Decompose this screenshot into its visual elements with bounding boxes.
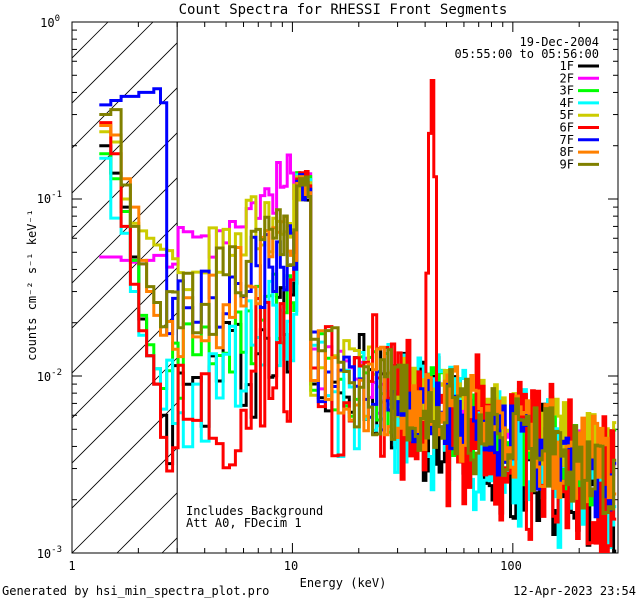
- hatch-line: [72, 402, 178, 509]
- series-9F: [99, 108, 617, 515]
- legend-label-5F: 5F: [560, 108, 574, 122]
- y-tick-label-0: 100: [40, 14, 60, 30]
- x-tick-label-1: 1: [68, 559, 75, 573]
- legend-label-3F: 3F: [560, 84, 574, 98]
- axis-ticks: [71, 22, 619, 554]
- y-tick-label-1: 10-1: [37, 190, 62, 206]
- footer-timestamp: 12-Apr-2023 23:54: [513, 584, 636, 598]
- annotation-background: Includes Background: [186, 504, 323, 518]
- legend-label-6F: 6F: [560, 121, 574, 135]
- legend-label-2F: 2F: [560, 71, 574, 85]
- series-lines: [99, 79, 617, 553]
- x-tick-label-100: 100: [500, 559, 522, 573]
- legend-label-8F: 8F: [560, 145, 574, 159]
- hatch-line: [72, 222, 178, 329]
- date-label: 19-Dec-2004: [520, 35, 599, 49]
- annotation-attenuator: Att A0, FDecim 1: [186, 516, 302, 530]
- legend-label-9F: 9F: [560, 157, 574, 171]
- legend-label-1F: 1F: [560, 59, 574, 73]
- hatch-line: [72, 267, 178, 374]
- y-tick-label-3: 10-3: [37, 545, 62, 561]
- hatch-line: [72, 447, 178, 553]
- time-range-label: 05:55:00 to 05:56:00: [455, 47, 600, 61]
- legend-label-7F: 7F: [560, 133, 574, 147]
- chart-title: Count Spectra for RHESSI Front Segments: [179, 2, 508, 18]
- x-tick-label-10: 10: [284, 559, 298, 573]
- hatch-line: [612, 22, 640, 553]
- x-axis-label: Energy (keV): [300, 576, 387, 590]
- series-6F: [99, 79, 617, 553]
- y-tick-label-2: 10-2: [37, 368, 62, 384]
- legend-label-4F: 4F: [560, 96, 574, 110]
- y-axis-label: counts cm⁻² s⁻¹ keV⁻¹: [25, 209, 39, 361]
- footer-generated-by: Generated by hsi_min_spectra_plot.pro: [2, 584, 269, 598]
- hatch-line: [72, 22, 109, 59]
- plot-frame: [71, 21, 619, 554]
- hatch-line: [72, 87, 178, 194]
